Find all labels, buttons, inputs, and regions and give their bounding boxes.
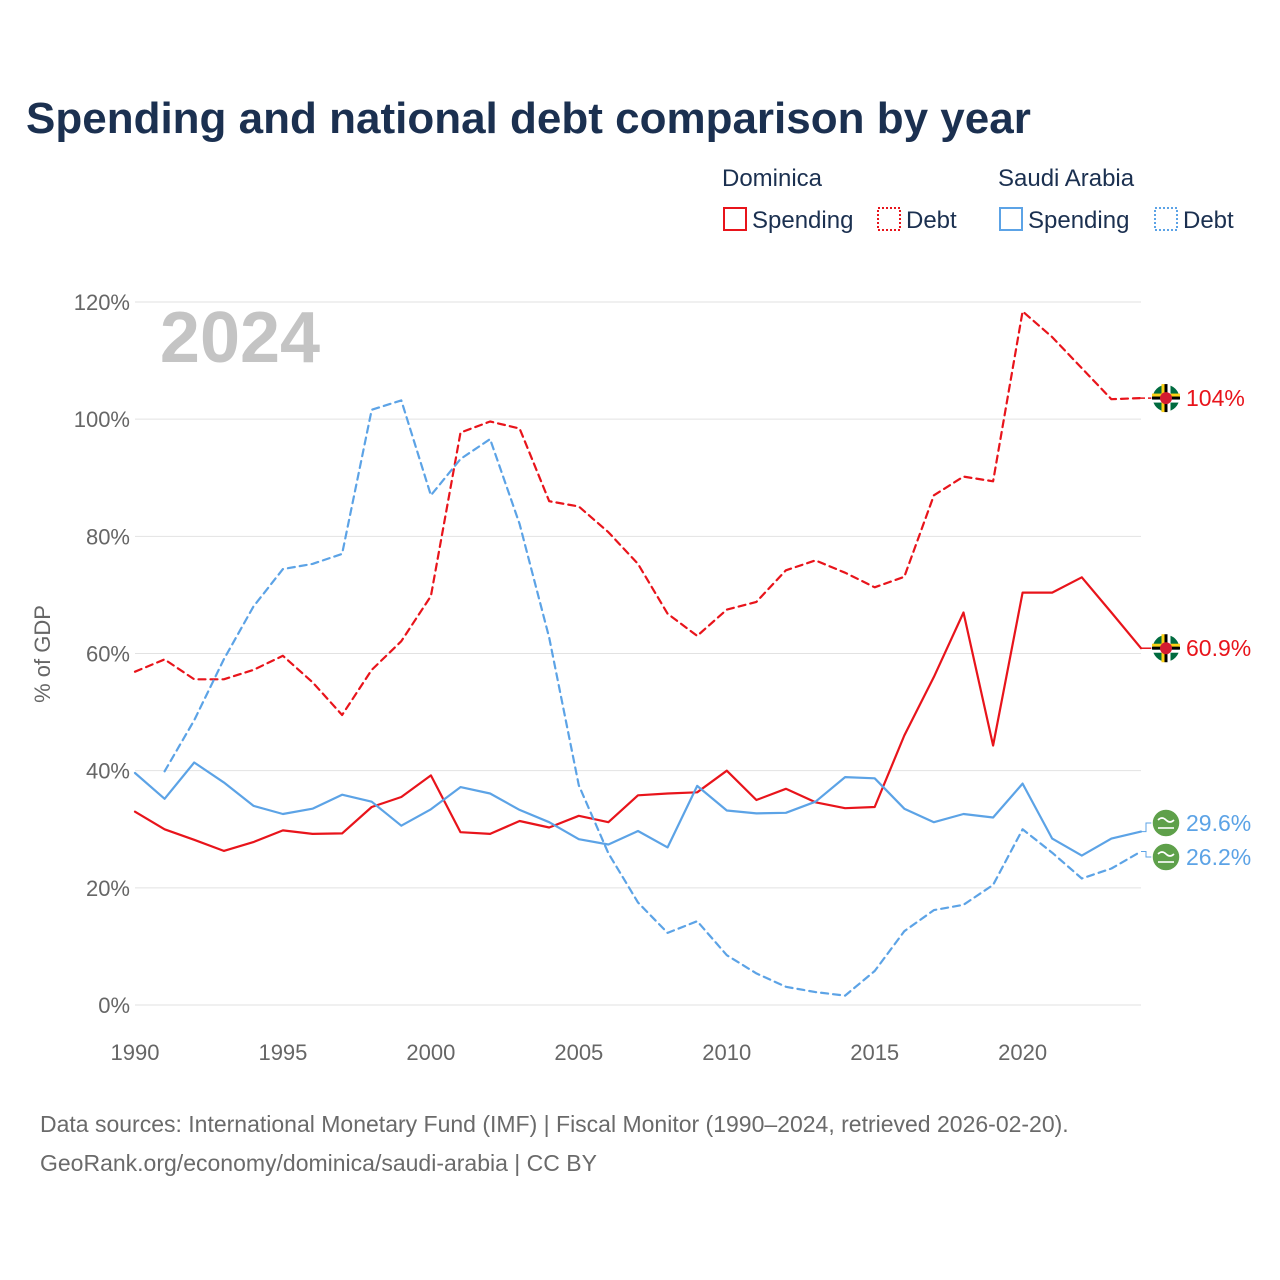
legend-label-saudi-spending: Spending: [1028, 207, 1129, 234]
x-axis-ticks: 1990 1995 2000 2005 2010 2015 2020: [111, 1040, 1048, 1065]
chart-title: Spending and national debt comparison by…: [26, 94, 1031, 143]
y-tick-label: 0%: [98, 993, 130, 1018]
x-tick-label: 2020: [998, 1040, 1047, 1065]
x-tick-label: 2005: [554, 1040, 603, 1065]
dominica-flag-icon: [1151, 383, 1181, 413]
end-value-label: 26.2%: [1186, 844, 1251, 870]
y-tick-label: 100%: [74, 407, 130, 432]
end-label-leader: [1141, 822, 1152, 833]
end-value-label: 29.6%: [1186, 810, 1251, 836]
legend-swatch-dominica-debt: [877, 207, 901, 231]
legend-swatch-saudi-spending: [999, 207, 1023, 231]
x-tick-label: 2010: [702, 1040, 751, 1065]
end-value-label: 104%: [1186, 385, 1245, 411]
legend-label-saudi-debt: Debt: [1183, 207, 1234, 234]
y-axis-label: % of GDP: [30, 605, 55, 703]
end-value-label: 60.9%: [1186, 635, 1251, 661]
end-label-leader: [1141, 851, 1152, 858]
series-line-dominica-debt: [133, 310, 1143, 717]
y-tick-label: 120%: [74, 290, 130, 315]
dominica-flag-icon: [1151, 633, 1181, 663]
series-line-dominica-spending: [133, 576, 1143, 853]
y-tick-label: 60%: [86, 642, 130, 667]
legend-country-dominica: Dominica: [722, 165, 823, 192]
source-line-1: Data sources: International Monetary Fun…: [40, 1111, 1069, 1137]
series-line-saudi-arabia-spending: [133, 761, 1143, 857]
x-tick-label: 2015: [850, 1040, 899, 1065]
x-tick-label: 1990: [111, 1040, 160, 1065]
series-line-saudi-arabia-debt: [163, 399, 1143, 997]
saudi-arabia-flag-icon: [1151, 808, 1181, 838]
legend-label-dominica-debt: Debt: [906, 207, 957, 234]
legend-swatch-saudi-debt: [1154, 207, 1178, 231]
y-tick-label: 20%: [86, 876, 130, 901]
x-tick-label: 2000: [406, 1040, 455, 1065]
legend-country-saudi-arabia: Saudi Arabia: [998, 165, 1135, 192]
year-watermark: 2024: [160, 298, 320, 378]
legend-label-dominica-spending: Spending: [752, 207, 853, 234]
y-axis-ticks: 0% 20% 40% 60% 80% 100% 120%: [74, 290, 130, 1018]
source-line-2: GeoRank.org/economy/dominica/saudi-arabi…: [40, 1150, 597, 1176]
legend-swatch-dominica-spending: [723, 207, 747, 231]
series-lines: [133, 310, 1143, 997]
legend: Dominica Spending Debt Saudi Arabia Spen…: [722, 165, 1234, 234]
gridlines: [135, 301, 1141, 1006]
y-tick-label: 40%: [86, 759, 130, 784]
saudi-arabia-flag-icon: [1151, 842, 1181, 872]
x-tick-label: 1995: [258, 1040, 307, 1065]
y-tick-label: 80%: [86, 524, 130, 549]
end-labels: 60.9% 104% 29.6% 26.2%: [1141, 383, 1251, 872]
